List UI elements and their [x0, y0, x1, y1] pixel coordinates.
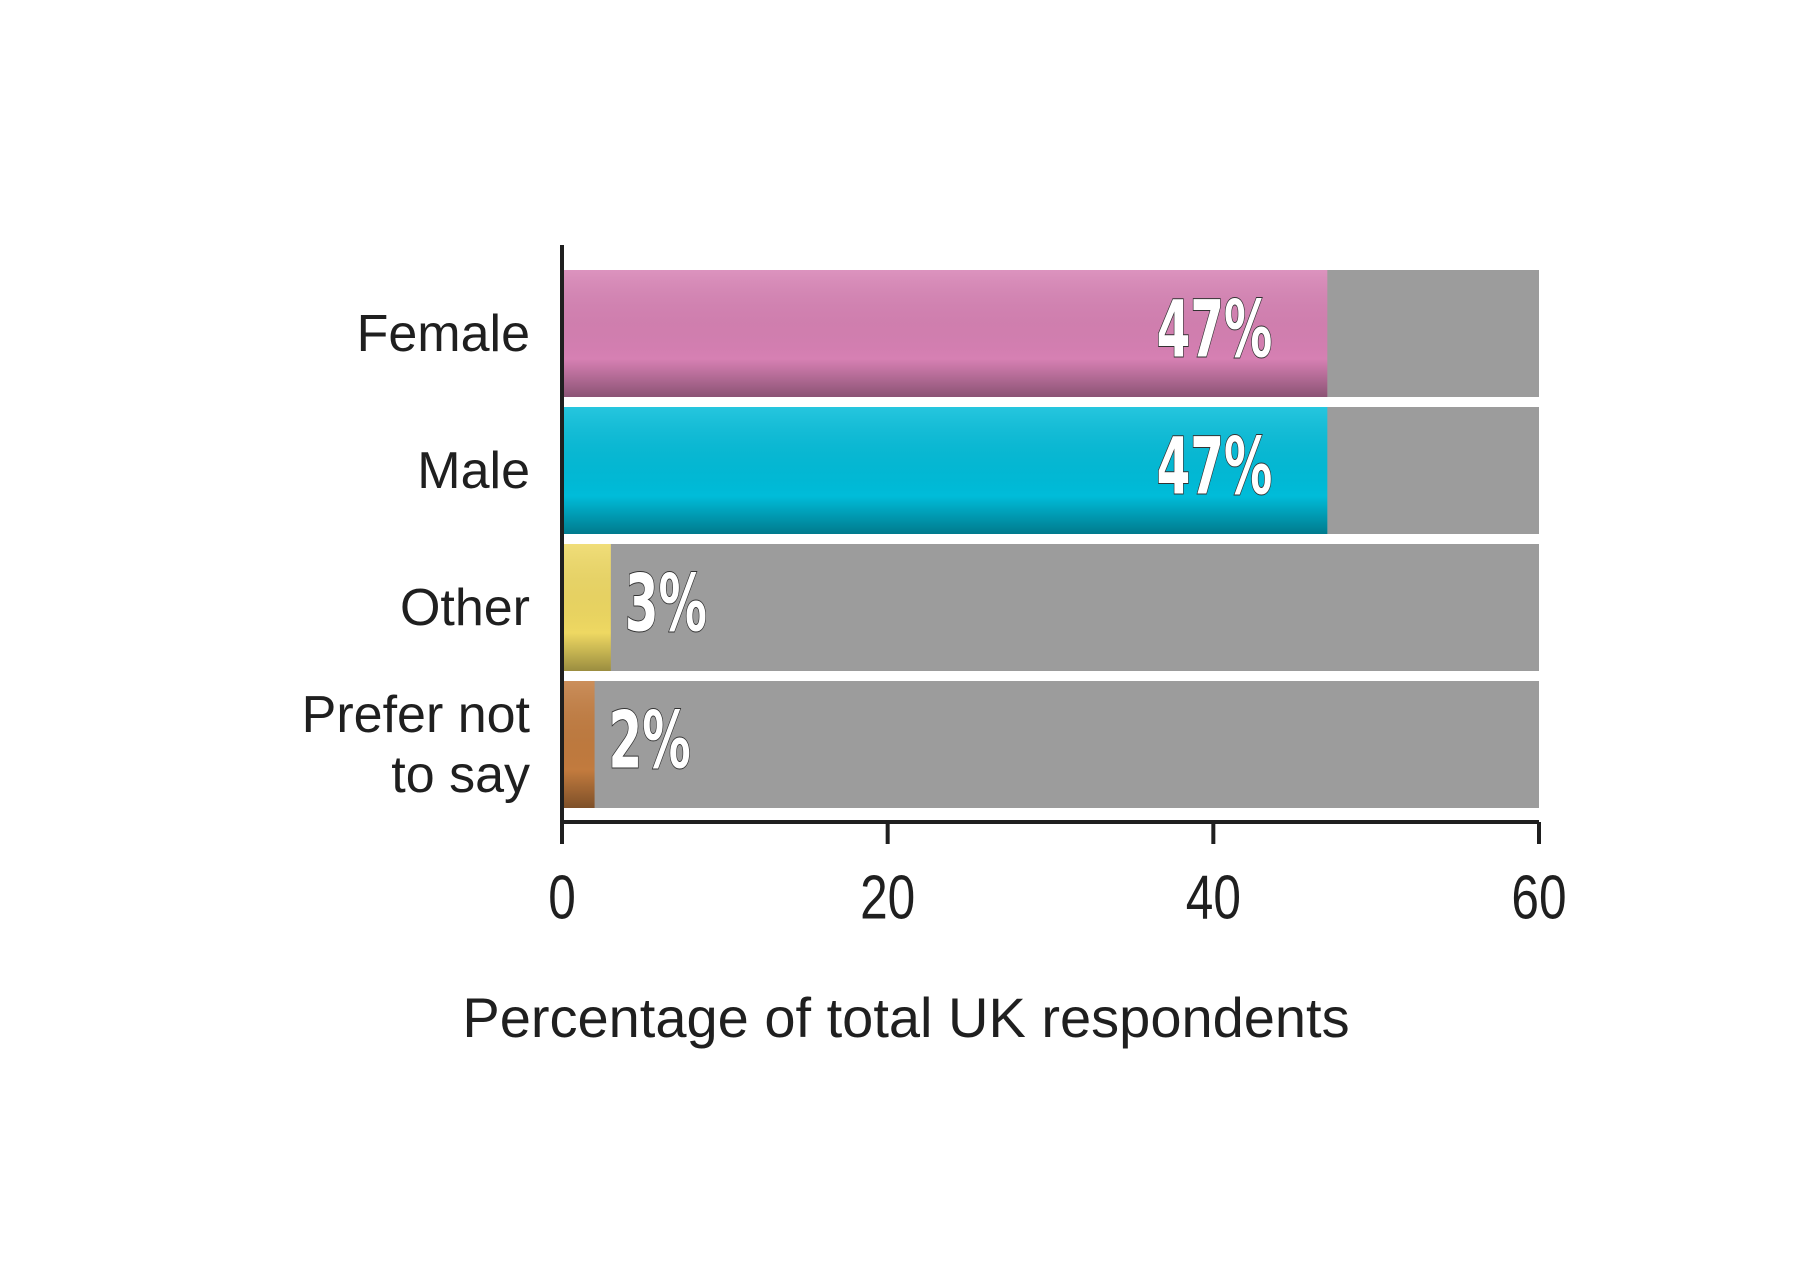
category-label: Prefer not to say — [301, 685, 530, 804]
x-tick-label: 20 — [860, 862, 915, 932]
track — [562, 544, 1539, 671]
x-tick-label: 60 — [1511, 862, 1566, 932]
bar-shade — [562, 270, 1328, 397]
bar-shade — [562, 681, 595, 808]
x-tick-label: 0 — [548, 862, 576, 932]
value-label: 3% — [625, 560, 707, 650]
category-label: Male — [417, 441, 530, 500]
value-label: 2% — [609, 697, 691, 787]
x-tick-label: 40 — [1186, 862, 1241, 932]
track — [562, 681, 1539, 808]
bar-shade — [562, 544, 611, 671]
category-label: Other — [399, 578, 530, 637]
category-label: Female — [356, 304, 530, 363]
x-axis-title: Percentage of total UK respondents — [462, 986, 1349, 1049]
value-label: 47% — [1157, 286, 1273, 376]
value-label: 47% — [1157, 423, 1273, 513]
bar-shade — [562, 407, 1328, 534]
